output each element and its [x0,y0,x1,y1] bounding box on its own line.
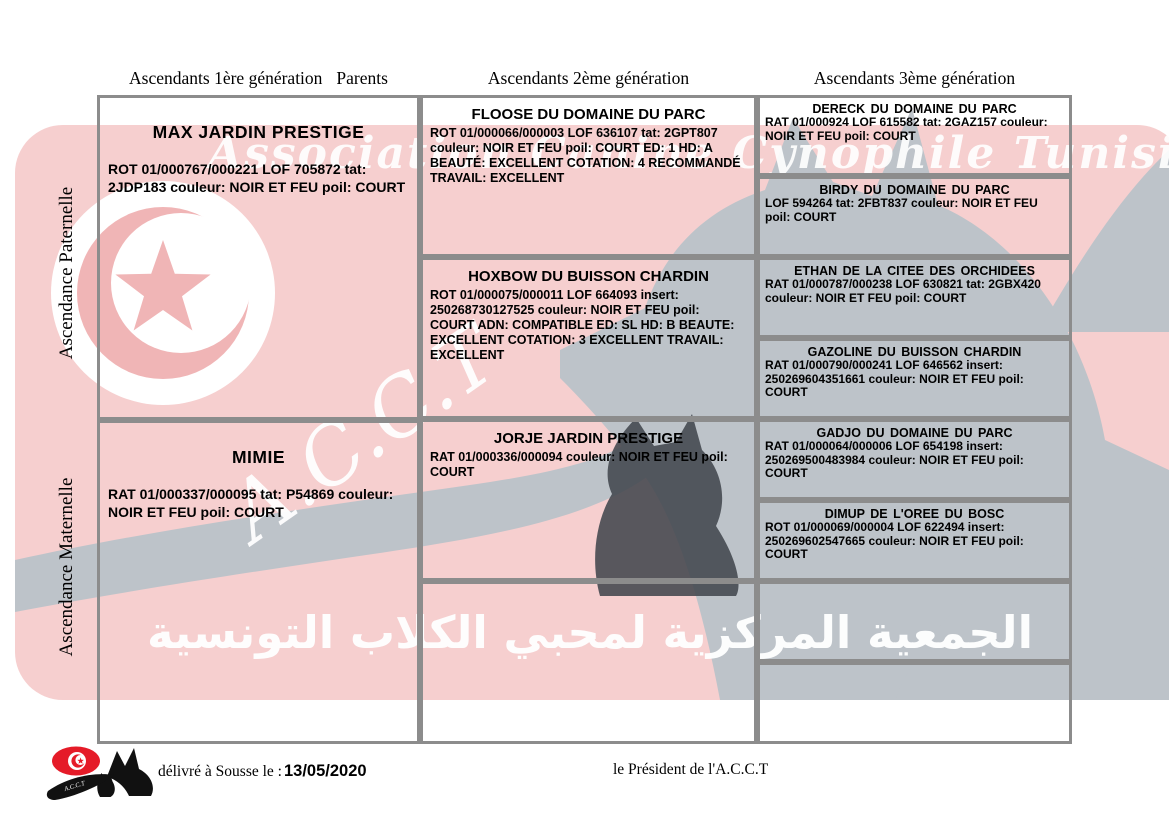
pedigree-box-gen3-1: DERECK DU DOMAINE DU PARC RAT 01/000924 … [757,95,1072,176]
header-generation-2: Ascendants 2ème génération [487,68,690,88]
pedigree-box-gen2-1: FLOOSE DU DOMAINE DU PARC ROT 01/000066/… [420,95,757,257]
pedigree-box-mother: MIMIE RAT 01/000337/000095 tat: P54869 c… [97,420,420,744]
dog-details: ROT 01/000767/000221 LOF 705872 tat: 2JD… [108,161,406,195]
dog-name: DERECK DU DOMAINE DU PARC [812,102,1017,116]
dog-tail-swoosh [15,430,665,612]
dog-details: RAT 01/000064/000006 LOF 654198 insert: … [765,439,1024,481]
dog-name: MIMIE [231,447,286,467]
dog-details: RAT 01/000790/000241 LOF 646562 insert: … [765,358,1024,400]
pedigree-box-gen2-4-empty [420,581,757,744]
dog-name: BIRDY DU DOMAINE DU PARC [819,183,1010,197]
header-generation-3: Ascendants 3ème génération [813,68,1016,88]
header-gen1-label: Ascendants 1ère génération [129,68,323,88]
dog-details: LOF 594264 tat: 2FBT837 couleur: NOIR ET… [765,196,1038,224]
dog-details: RAT 01/000337/000095 tat: P54869 couleur… [108,486,394,520]
cat-silhouette [595,414,739,596]
dog-details: RAT 01/000336/000094 couleur: NOIR ET FE… [430,450,728,479]
dog-name: FLOOSE DU DOMAINE DU PARC [471,106,706,123]
pedigree-box-gen3-2: BIRDY DU DOMAINE DU PARC LOF 594264 tat:… [757,176,1072,257]
dog-name: GAZOLINE DU BUISSON CHARDIN [807,345,1022,359]
dog-name: GADJO DU DOMAINE DU PARC [816,426,1013,440]
pedigree-box-gen3-5: GADJO DU DOMAINE DU PARC RAT 01/000064/0… [757,419,1072,500]
logo-swoosh [46,774,114,800]
pedigree-box-gen3-3: ETHAN DE LA CITEE DES ORCHIDEES RAT 01/0… [757,257,1072,338]
side-label-paternal-ascendance: Ascendance Paternelle [56,186,77,360]
issued-at-label: délivré à Sousse le : [158,763,282,780]
dog-name: MAX JARDIN PRESTIGE [152,122,365,142]
logo-flag-star [77,757,84,764]
dog-details: ROT 01/000069/000004 LOF 622494 insert: … [765,520,1024,562]
pedigree-box-gen3-6: DIMUP DE L'OREE DU BOSC ROT 01/000069/00… [757,500,1072,581]
header-parents-label: Parents [336,68,388,88]
watermark-arabic-text: الجمعية المركزية لمحبي الكلاب التونسية [146,606,1033,659]
pedigree-box-gen2-2: HOXBOW DU BUISSON CHARDIN ROT 01/000075/… [420,257,757,419]
dog-name: HOXBOW DU BUISSON CHARDIN [468,268,709,285]
pedigree-box-gen3-7-empty [757,581,1072,662]
pedigree-box-gen2-3: JORJE JARDIN PRESTIGE RAT 01/000336/0000… [420,419,757,581]
flag-star [115,240,211,331]
issued-date: 13/05/2020 [284,762,367,780]
pedigree-box-gen3-4: GAZOLINE DU BUISSON CHARDIN RAT 01/00079… [757,338,1072,419]
president-label: le Président de l'A.C.C.T [613,761,769,778]
dog-name: DIMUP DE L'OREE DU BOSC [824,507,1005,521]
side-label-maternal-ascendance: Ascendance Maternelle [56,477,77,657]
dog-details: ROT 01/000075/000011 LOF 664093 insert: … [430,288,735,362]
dog-details: ROT 01/000066/000003 LOF 636107 tat: 2GP… [430,126,741,185]
acct-logo: A.C.C.T [46,746,153,800]
pedigree-box-gen3-8-empty [757,662,1072,744]
dog-details: RAT 01/000924 LOF 615582 tat: 2GAZ157 co… [765,115,1048,143]
header-generation-1: Ascendants 1ère génération Parents [97,68,420,89]
dog-details: RAT 01/000787/000238 LOF 630821 tat: 2GB… [765,277,1041,305]
logo-dog-head [108,748,153,796]
dog-name: ETHAN DE LA CITEE DES ORCHIDEES [794,264,1035,278]
dog-name: JORJE JARDIN PRESTIGE [493,430,684,447]
pedigree-box-father: MAX JARDIN PRESTIGE ROT 01/000767/000221… [97,95,420,420]
